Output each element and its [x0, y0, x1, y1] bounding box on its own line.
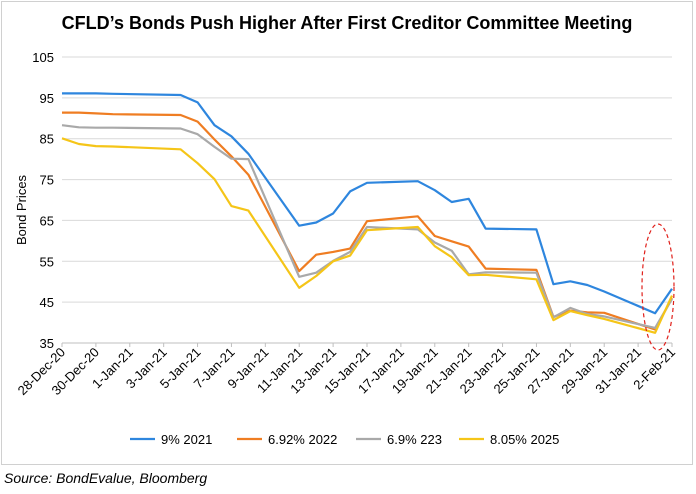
x-tick-labels: 28-Dec-2030-Dec-201-Jan-213-Jan-215-Jan-… — [15, 343, 678, 398]
legend-label: 9% 2021 — [161, 432, 212, 447]
highlight-ellipse — [641, 223, 675, 351]
legend: 9% 2021 6.92% 2022 6.9% 223 8.05% 2025 — [130, 432, 559, 447]
legend-label: 8.05% 2025 — [490, 432, 559, 447]
series-layer — [61, 92, 674, 334]
y-tick-label: 95 — [40, 91, 54, 106]
chart-title: CFLD’s Bonds Push Higher After First Cre… — [61, 13, 633, 33]
y-tick-label: 65 — [40, 213, 54, 228]
y-tick-label: 85 — [40, 132, 54, 147]
y-tick-label: 105 — [32, 50, 54, 65]
y-tick-label: 35 — [40, 336, 54, 351]
legend-label: 6.92% 2022 — [268, 432, 337, 447]
series-line — [61, 137, 674, 334]
chart-frame — [1, 1, 693, 465]
y-tick-labels: 35 45 55 65 75 85 95 105 — [32, 50, 54, 351]
series-line — [62, 92, 673, 315]
grid-layer — [62, 56, 672, 344]
y-axis-label: Bond Prices — [14, 174, 29, 245]
series-line — [61, 124, 673, 329]
y-tick-label: 55 — [40, 254, 54, 269]
y-tick-label: 45 — [40, 295, 54, 310]
legend-label: 6.9% 223 — [387, 432, 442, 447]
series-line — [62, 111, 673, 331]
y-tick-label: 75 — [40, 173, 54, 188]
source-note: Source: BondEvalue, Bloomberg — [4, 470, 208, 486]
